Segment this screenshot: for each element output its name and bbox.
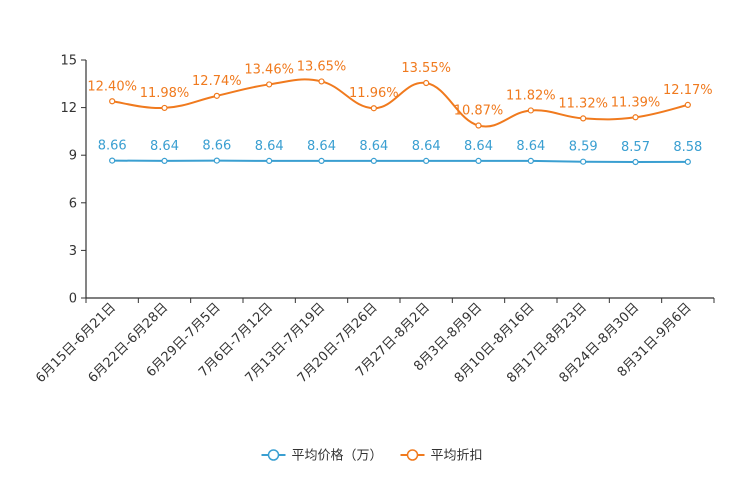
y-tick-label: 3 [69, 244, 77, 259]
series-1-data-label: 12.40% [87, 79, 137, 94]
y-tick-label: 9 [69, 149, 77, 164]
series-0-point[interactable] [161, 157, 168, 165]
series-1-point[interactable] [684, 101, 691, 109]
series-1-point[interactable] [475, 122, 482, 129]
series-1-data-label: 11.82% [506, 88, 556, 103]
series-0-point[interactable] [632, 158, 639, 166]
y-tick-label: 12 [60, 101, 77, 116]
series-0-point[interactable] [318, 157, 325, 165]
series-1-data-label: 11.96% [349, 86, 399, 101]
series-1-data-label: 11.39% [611, 95, 661, 110]
series-0-data-label: 8.64 [359, 139, 388, 154]
series-0-point[interactable] [684, 158, 691, 165]
series-0-point[interactable] [266, 157, 273, 165]
series-1-point[interactable] [213, 92, 220, 99]
series-0-data-label: 8.64 [516, 139, 545, 154]
legend-label: 平均折扣 [431, 449, 483, 464]
series-0-data-label: 8.64 [307, 139, 336, 154]
y-tick-label: 0 [69, 292, 77, 307]
series-1-data-label: 10.87% [454, 104, 504, 119]
series-1-point[interactable] [580, 115, 587, 122]
series-0-point[interactable] [370, 157, 377, 165]
series-1-point[interactable] [161, 104, 168, 112]
series-line-0 [112, 159, 688, 164]
series-1-data-label: 12.74% [192, 74, 242, 89]
series-1-data-label: 11.32% [558, 96, 608, 111]
series-0-data-label: 8.59 [569, 140, 598, 155]
legend-label: 平均价格（万） [292, 448, 383, 464]
series-1-point[interactable] [318, 78, 325, 85]
series-0-point[interactable] [580, 158, 587, 165]
legend-item-0[interactable]: 平均价格（万） [261, 448, 383, 464]
series-0-data-label: 8.64 [464, 139, 493, 154]
legend[interactable]: 平均价格（万） 平均折扣 [261, 448, 483, 464]
series-0-point[interactable] [475, 157, 482, 165]
series-0-point[interactable] [527, 157, 534, 165]
y-tick-label: 6 [69, 196, 77, 211]
series-0-data-label: 8.66 [202, 139, 231, 154]
series-1-point[interactable] [527, 107, 534, 114]
series-1-data-label: 13.65% [297, 59, 347, 74]
series-0-data-label: 8.64 [412, 139, 441, 154]
series-0-data-label: 8.57 [621, 140, 650, 155]
series-1-point[interactable] [109, 98, 116, 105]
series-1-point[interactable] [423, 79, 430, 87]
series-1-point[interactable] [370, 105, 377, 112]
series-1-data-label: 13.55% [401, 61, 451, 76]
series-0-point[interactable] [213, 157, 220, 164]
legend-item-1[interactable]: 平均折扣 [400, 449, 483, 464]
series-0-point[interactable] [109, 157, 116, 164]
series-1-data-label: 13.46% [244, 62, 294, 77]
data-labels: 8.66 8.64 8.66 8.64 8.64 8.64 8.64 8.64 8.64 8.59… [87, 59, 712, 155]
plot-area [109, 78, 691, 166]
series-1-point[interactable] [632, 114, 639, 121]
series-1-data-label: 12.17% [663, 83, 713, 98]
series-0-point[interactable] [423, 157, 430, 165]
series-1-point[interactable] [266, 81, 273, 88]
series-0-data-label: 8.64 [150, 139, 179, 154]
legend-marker-icon [267, 449, 280, 461]
series-0-data-label: 8.58 [673, 140, 702, 155]
legend-marker-icon [406, 449, 419, 461]
series-0-data-label: 8.64 [255, 139, 284, 154]
series-0-data-label: 8.66 [98, 139, 127, 154]
y-tick-label: 15 [60, 54, 77, 69]
series-1-data-label: 11.98% [140, 86, 190, 101]
